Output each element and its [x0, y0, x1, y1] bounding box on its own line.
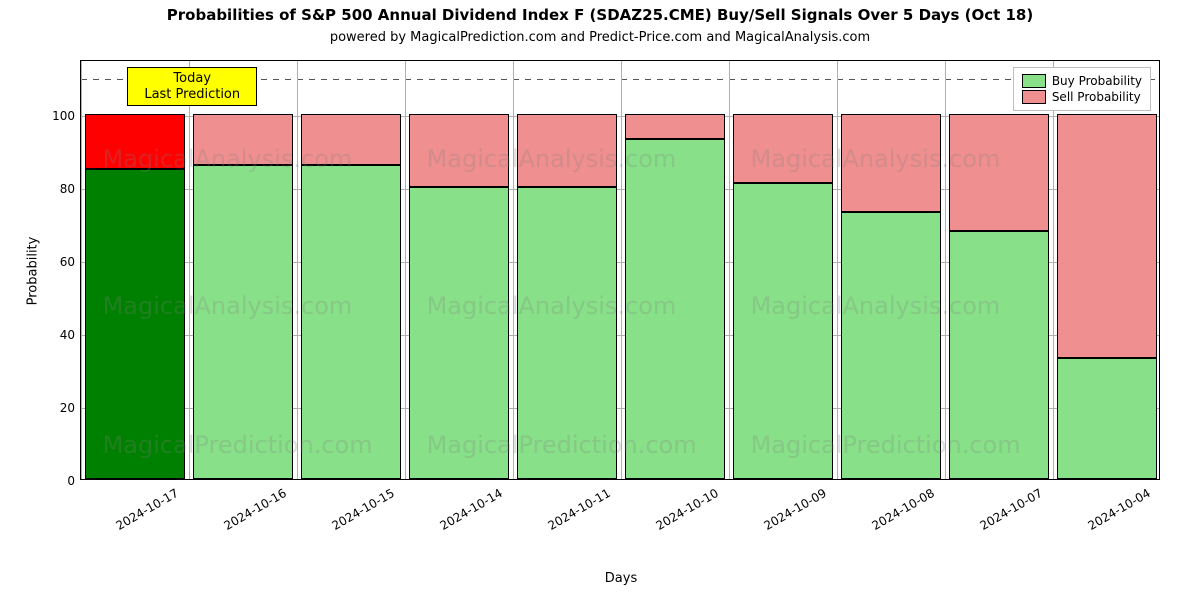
x-gridline — [297, 61, 298, 479]
sell-bar — [193, 114, 292, 165]
buy-bar — [301, 165, 400, 479]
x-tick-label: 2024-10-15 — [325, 479, 396, 533]
today-annotation: TodayLast Prediction — [127, 67, 257, 106]
x-tick-label: 2024-10-09 — [757, 479, 828, 533]
sell-bar — [949, 114, 1048, 231]
x-gridline — [945, 61, 946, 479]
y-tick-label: 40 — [60, 328, 81, 342]
chart-title: Probabilities of S&P 500 Annual Dividend… — [0, 6, 1200, 24]
y-axis-label: Probability — [26, 237, 41, 306]
legend-label: Buy Probability — [1052, 74, 1142, 88]
buy-bar — [841, 212, 940, 479]
x-tick-label: 2024-10-07 — [973, 479, 1044, 533]
x-gridline — [513, 61, 514, 479]
sell-bar — [517, 114, 616, 187]
x-tick-label: 2024-10-11 — [541, 479, 612, 533]
x-tick-label: 2024-10-14 — [433, 479, 504, 533]
sell-bar — [841, 114, 940, 213]
legend-swatch — [1022, 90, 1046, 104]
x-tick-label: 2024-10-10 — [649, 479, 720, 533]
x-gridline — [189, 61, 190, 479]
legend-item: Buy Probability — [1022, 74, 1142, 88]
buy-bar — [1057, 358, 1156, 479]
plot-area: MagicalAnalysis.comMagicalAnalysis.comMa… — [81, 61, 1159, 479]
x-gridline — [621, 61, 622, 479]
buy-bar — [193, 165, 292, 479]
x-gridline — [1053, 61, 1054, 479]
x-tick-label: 2024-10-08 — [865, 479, 936, 533]
sell-bar — [301, 114, 400, 165]
x-gridline — [729, 61, 730, 479]
buy-bar — [949, 231, 1048, 479]
x-gridline — [405, 61, 406, 479]
x-axis-label: Days — [605, 571, 637, 586]
y-tick-label: 0 — [67, 474, 81, 488]
buy-bar — [733, 183, 832, 479]
x-tick-label: 2024-10-04 — [1081, 479, 1152, 533]
sell-bar — [1057, 114, 1156, 359]
buy-bar — [409, 187, 508, 479]
sell-bar — [625, 114, 724, 140]
x-tick-label: 2024-10-17 — [109, 479, 180, 533]
buy-bar — [85, 169, 184, 479]
legend-label: Sell Probability — [1052, 90, 1141, 104]
sell-bar — [733, 114, 832, 183]
legend: Buy Probability Sell Probability — [1013, 67, 1151, 111]
x-gridline — [837, 61, 838, 479]
y-tick-label: 20 — [60, 401, 81, 415]
annotation-line: Today — [136, 71, 248, 87]
annotation-line: Last Prediction — [136, 87, 248, 103]
y-tick-label: 80 — [60, 182, 81, 196]
legend-item: Sell Probability — [1022, 90, 1142, 104]
chart-subtitle: powered by MagicalPrediction.com and Pre… — [0, 30, 1200, 45]
x-gridline — [81, 61, 82, 479]
y-tick-label: 100 — [52, 109, 81, 123]
sell-bar — [85, 114, 184, 169]
buy-bar — [517, 187, 616, 479]
plot-frame: MagicalAnalysis.comMagicalAnalysis.comMa… — [80, 60, 1160, 480]
sell-bar — [409, 114, 508, 187]
y-tick-label: 60 — [60, 255, 81, 269]
chart-container: Probabilities of S&P 500 Annual Dividend… — [0, 0, 1200, 600]
buy-bar — [625, 139, 724, 479]
x-tick-label: 2024-10-16 — [217, 479, 288, 533]
legend-swatch — [1022, 74, 1046, 88]
